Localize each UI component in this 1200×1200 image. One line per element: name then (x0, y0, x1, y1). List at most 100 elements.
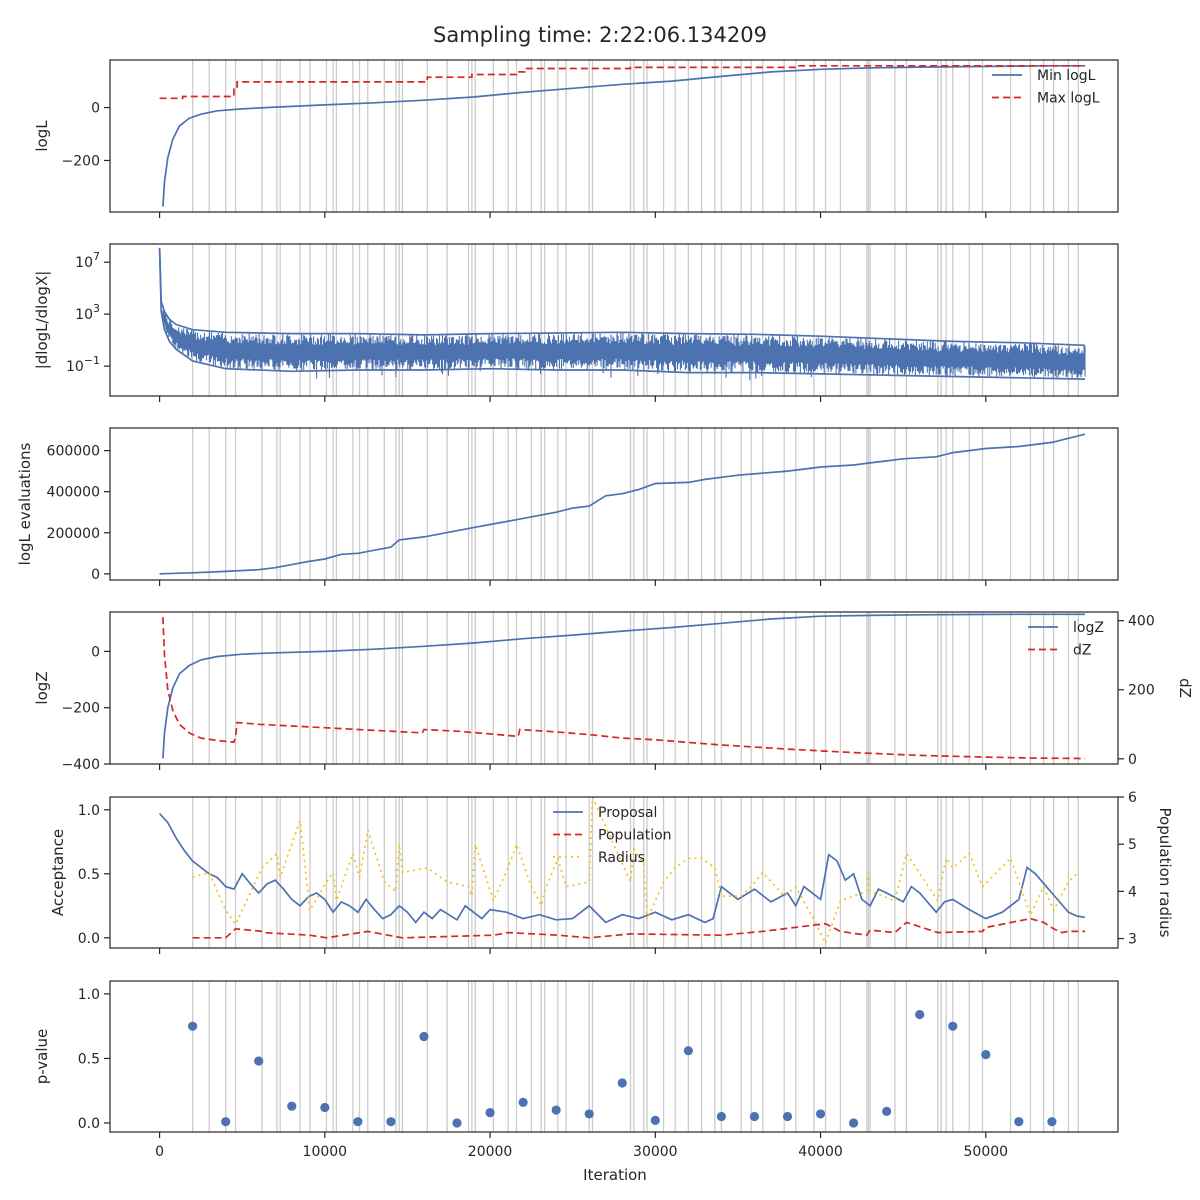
data-point (551, 1105, 561, 1115)
data-point (584, 1109, 594, 1119)
y-tick-label: 107 (75, 250, 100, 271)
data-point (1014, 1117, 1024, 1127)
y-tick-label: −400 (62, 757, 100, 773)
data-point (254, 1056, 264, 1066)
panel-logz: 0 −200 −400 logZ 0 200 400 dZ logZ dZ (33, 611, 1194, 773)
y-tick-label: 0 (91, 567, 100, 583)
y-tick-label: −200 (62, 153, 100, 169)
x-tick-label: 10000 (303, 1144, 348, 1160)
x-tick-label: 20000 (468, 1144, 513, 1160)
y-tick-label-right: 5 (1128, 837, 1137, 853)
panel-frame (109, 980, 1119, 1133)
series-line-proposal (158, 813, 1086, 924)
panel-acceptance: 0.0 0.5 1.0 Acceptance 3 4 5 6 Population radius… (49, 790, 1174, 954)
y-tick-label: 0.5 (78, 867, 100, 883)
legend: Proposal Population Radius (553, 805, 672, 866)
y-tick-label: 0.0 (78, 1116, 100, 1132)
x-tick-label: 50000 (964, 1144, 1009, 1160)
y-axis-label: p-value (33, 1029, 51, 1085)
panel-nevals: 0 200000 400000 600000 logL evaluations (16, 427, 1119, 586)
panel-frame (109, 243, 1119, 397)
y-axis-label: Acceptance (49, 829, 67, 916)
series-group (188, 1009, 1057, 1128)
y-tick-label-right: 200 (1128, 683, 1155, 699)
tick-base: 10 (66, 359, 84, 375)
series-line-radius (192, 797, 1079, 946)
y-axis-label: logL (33, 120, 51, 152)
legend-label: Min logL (1037, 68, 1096, 84)
legend-label: logZ (1073, 620, 1104, 636)
data-point (849, 1118, 859, 1128)
y-axis-label: |dlogL/dlogX| (33, 271, 51, 370)
y-tick-label: 1.0 (78, 987, 100, 1003)
legend: logZ dZ (1028, 620, 1104, 659)
data-point (287, 1101, 297, 1111)
figure-title: Sampling time: 2:22:06.134209 (433, 23, 767, 47)
series-group (159, 433, 1086, 575)
panel-logl: 0 −200 logL Min logL Max logL (33, 59, 1119, 218)
panel-frame (109, 611, 1119, 765)
replacement-lines (191, 981, 1079, 1132)
data-point (485, 1108, 495, 1118)
legend-label: Proposal (598, 805, 657, 821)
y-tick-label: 10−1 (66, 354, 100, 375)
y-axis-label: logL evaluations (16, 442, 34, 565)
series-line-min-logl (162, 64, 1085, 207)
y-tick-label-right: 400 (1128, 614, 1155, 630)
data-point (782, 1111, 793, 1122)
data-point (353, 1117, 363, 1127)
data-point (419, 1031, 429, 1042)
data-point (452, 1118, 462, 1128)
series-line-population (192, 917, 1085, 939)
series-line-dz (162, 617, 1086, 760)
data-point (981, 1049, 991, 1060)
x-axis-label: Iteration (583, 1166, 647, 1184)
legend: Min logL Max logL (992, 68, 1100, 107)
y-axis-label-right: dZ (1176, 678, 1194, 698)
data-point (749, 1111, 760, 1122)
series-line-max-logl (159, 64, 1085, 100)
panel-frame (109, 427, 1119, 581)
legend-label: dZ (1073, 643, 1091, 659)
tick-base: 10 (75, 255, 93, 271)
legend-label: Population (598, 828, 672, 844)
y-tick-label-right: 6 (1128, 790, 1137, 806)
replacement-lines (191, 60, 1079, 212)
legend-label: Radius (598, 850, 645, 866)
y-tick-label-right: 0 (1128, 752, 1137, 768)
panel-pvalue: 0 10000 20000 30000 40000 50000 0.0 0.5 1.0 p-val… (33, 980, 1119, 1160)
tick-exponent: 3 (93, 302, 100, 315)
data-point (683, 1046, 693, 1056)
data-point (650, 1115, 660, 1125)
y-tick-label: 1.0 (78, 803, 100, 819)
y-tick-label: 400000 (47, 485, 100, 501)
noise-band (162, 310, 1086, 381)
x-tick-label: 30000 (633, 1144, 678, 1160)
data-point (386, 1117, 396, 1127)
y-tick-label: 0 (91, 644, 100, 660)
series-line--dlogl-dlogx-upper-envelope (158, 247, 1086, 347)
y-axis-label-right: Population radius (1156, 808, 1174, 938)
data-point (617, 1078, 627, 1088)
series-line--dlogl-dlogx-lower-envelope (158, 247, 1086, 380)
panel-frame (109, 796, 1119, 949)
data-point (815, 1109, 826, 1119)
legend-label: Max logL (1037, 91, 1100, 107)
y-tick-label: 103 (75, 302, 100, 323)
y-tick-label: 0 (91, 101, 100, 117)
data-point (1047, 1117, 1057, 1127)
tick-exponent: 7 (93, 250, 100, 263)
series-group (158, 797, 1086, 946)
tick-base: 10 (75, 307, 93, 323)
data-point (915, 1009, 925, 1020)
series-group (159, 64, 1085, 207)
y-tick-label: 0.5 (78, 1051, 100, 1067)
data-point (948, 1021, 958, 1031)
replacement-lines (191, 612, 1079, 764)
y-tick-label-right: 4 (1128, 884, 1137, 900)
y-axis-label: logZ (33, 671, 51, 704)
tick-exponent: −1 (84, 354, 100, 367)
y-tick-label-right: 3 (1128, 932, 1137, 948)
